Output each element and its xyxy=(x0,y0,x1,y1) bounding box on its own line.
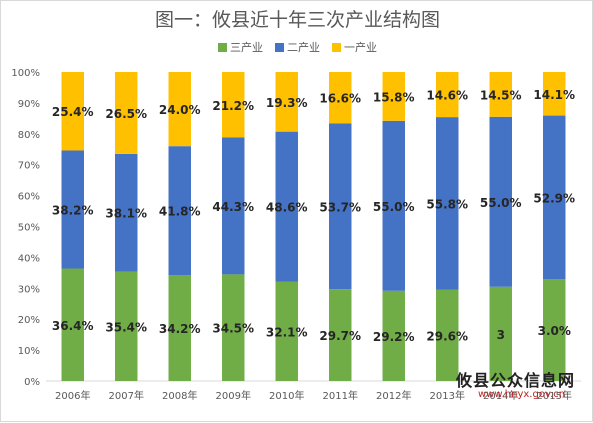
x-tick-label: 2009年 xyxy=(216,389,251,402)
x-tick-label: 2011年 xyxy=(323,389,358,402)
x-tick-label: 2013年 xyxy=(430,389,465,402)
data-label: 16.6% xyxy=(319,92,361,106)
bar-secondary xyxy=(382,120,405,291)
data-label: 19.3% xyxy=(266,96,308,110)
bar-primary xyxy=(222,72,245,138)
bar-primary xyxy=(543,72,566,116)
bar-tertiary xyxy=(275,281,298,381)
data-label: 52.9% xyxy=(533,191,575,205)
bar-tertiary xyxy=(222,274,245,381)
bar-primary xyxy=(489,72,512,117)
legend-label: 二产业 xyxy=(287,41,320,54)
y-tick-label: 10% xyxy=(18,346,40,357)
data-label: 53.7% xyxy=(319,200,361,214)
legend-label: 一产业 xyxy=(344,41,377,54)
bar-tertiary xyxy=(382,290,405,381)
y-tick-label: 80% xyxy=(18,130,40,141)
data-label: 21.2% xyxy=(212,99,254,113)
data-label: 14.5% xyxy=(480,88,522,102)
legend-swatch xyxy=(275,43,284,52)
site-watermark: 攸县公众信息网 www.hnyx.gov.cn xyxy=(456,361,591,421)
bar-primary xyxy=(436,72,459,118)
bar-secondary xyxy=(275,131,298,282)
data-label: 55.0% xyxy=(480,196,522,210)
bar-tertiary xyxy=(436,289,459,381)
data-label: 35.4% xyxy=(105,320,147,334)
x-tick-label: 2007年 xyxy=(109,389,144,402)
data-label: 44.3% xyxy=(212,200,254,214)
bar-primary xyxy=(168,72,191,147)
data-label: 34.5% xyxy=(212,322,254,336)
data-label: 29.7% xyxy=(319,329,361,343)
bar-secondary xyxy=(61,150,84,269)
bar-secondary xyxy=(329,123,352,290)
bar-tertiary xyxy=(489,286,512,381)
x-tick-label: 2014年 xyxy=(483,389,518,402)
y-tick-label: 90% xyxy=(18,99,40,110)
bar-secondary xyxy=(489,116,512,287)
y-tick-label: 60% xyxy=(18,192,40,203)
bar-primary xyxy=(61,72,84,151)
chart-title: 图一：攸县近十年三次产业结构图 xyxy=(154,9,440,31)
data-label: 48.6% xyxy=(266,201,308,215)
x-tick-label: 2006年 xyxy=(55,389,90,402)
data-label: 36.4% xyxy=(52,319,94,333)
legend-label: 三产业 xyxy=(230,41,263,54)
bar-secondary xyxy=(115,153,138,272)
bar-tertiary xyxy=(61,268,84,381)
data-label: 14.1% xyxy=(533,88,575,102)
bar-tertiary xyxy=(168,275,191,381)
legend: 三产业 二产业 一产业 xyxy=(1,39,593,55)
data-label: 38.1% xyxy=(105,207,147,221)
data-label: 26.5% xyxy=(105,107,147,121)
bar-tertiary xyxy=(329,289,352,381)
watermark-url: www.hnyx.gov.cn xyxy=(478,389,566,400)
bar-primary xyxy=(115,72,138,154)
bar-secondary xyxy=(543,115,566,280)
data-label: 32.1% xyxy=(266,325,308,339)
data-label: 55.0% xyxy=(373,200,415,214)
bar-primary xyxy=(275,72,298,132)
y-tick-label: 20% xyxy=(18,315,40,326)
y-tick-label: 0% xyxy=(24,377,40,388)
bar-secondary xyxy=(436,117,459,290)
y-tick-label: 50% xyxy=(18,223,40,234)
bar-primary xyxy=(329,72,352,124)
bar-secondary xyxy=(222,137,245,275)
legend-item: 二产业 xyxy=(275,39,320,55)
bar-primary xyxy=(382,72,405,121)
data-label: 3.0% xyxy=(538,324,571,338)
data-label: 24.0% xyxy=(159,103,201,117)
data-label: 55.8% xyxy=(426,197,468,211)
data-label: 3 xyxy=(497,328,505,342)
bar-secondary xyxy=(168,146,191,276)
data-label: 29.6% xyxy=(426,329,468,343)
legend-item: 一产业 xyxy=(332,39,377,55)
x-tick-label: 2010年 xyxy=(269,389,304,402)
x-tick-label: 2012年 xyxy=(376,389,411,402)
bar-tertiary xyxy=(115,271,138,381)
y-tick-label: 70% xyxy=(18,161,40,172)
data-label: 29.2% xyxy=(373,330,415,344)
legend-item: 三产业 xyxy=(218,39,263,55)
data-label: 34.2% xyxy=(159,322,201,336)
legend-swatch xyxy=(218,43,227,52)
y-tick-label: 100% xyxy=(11,68,40,79)
y-tick-label: 30% xyxy=(18,284,40,295)
data-label: 41.8% xyxy=(159,205,201,219)
data-label: 25.4% xyxy=(52,105,94,119)
data-label: 14.6% xyxy=(426,89,468,103)
watermark-title: 攸县公众信息网 xyxy=(456,371,576,390)
data-label: 15.8% xyxy=(373,90,415,104)
y-tick-label: 40% xyxy=(18,253,40,264)
x-tick-label: 2008年 xyxy=(162,389,197,402)
x-tick-label: 2015年 xyxy=(537,389,572,402)
data-label: 38.2% xyxy=(52,204,94,218)
bar-tertiary xyxy=(543,279,566,381)
legend-swatch xyxy=(332,43,341,52)
